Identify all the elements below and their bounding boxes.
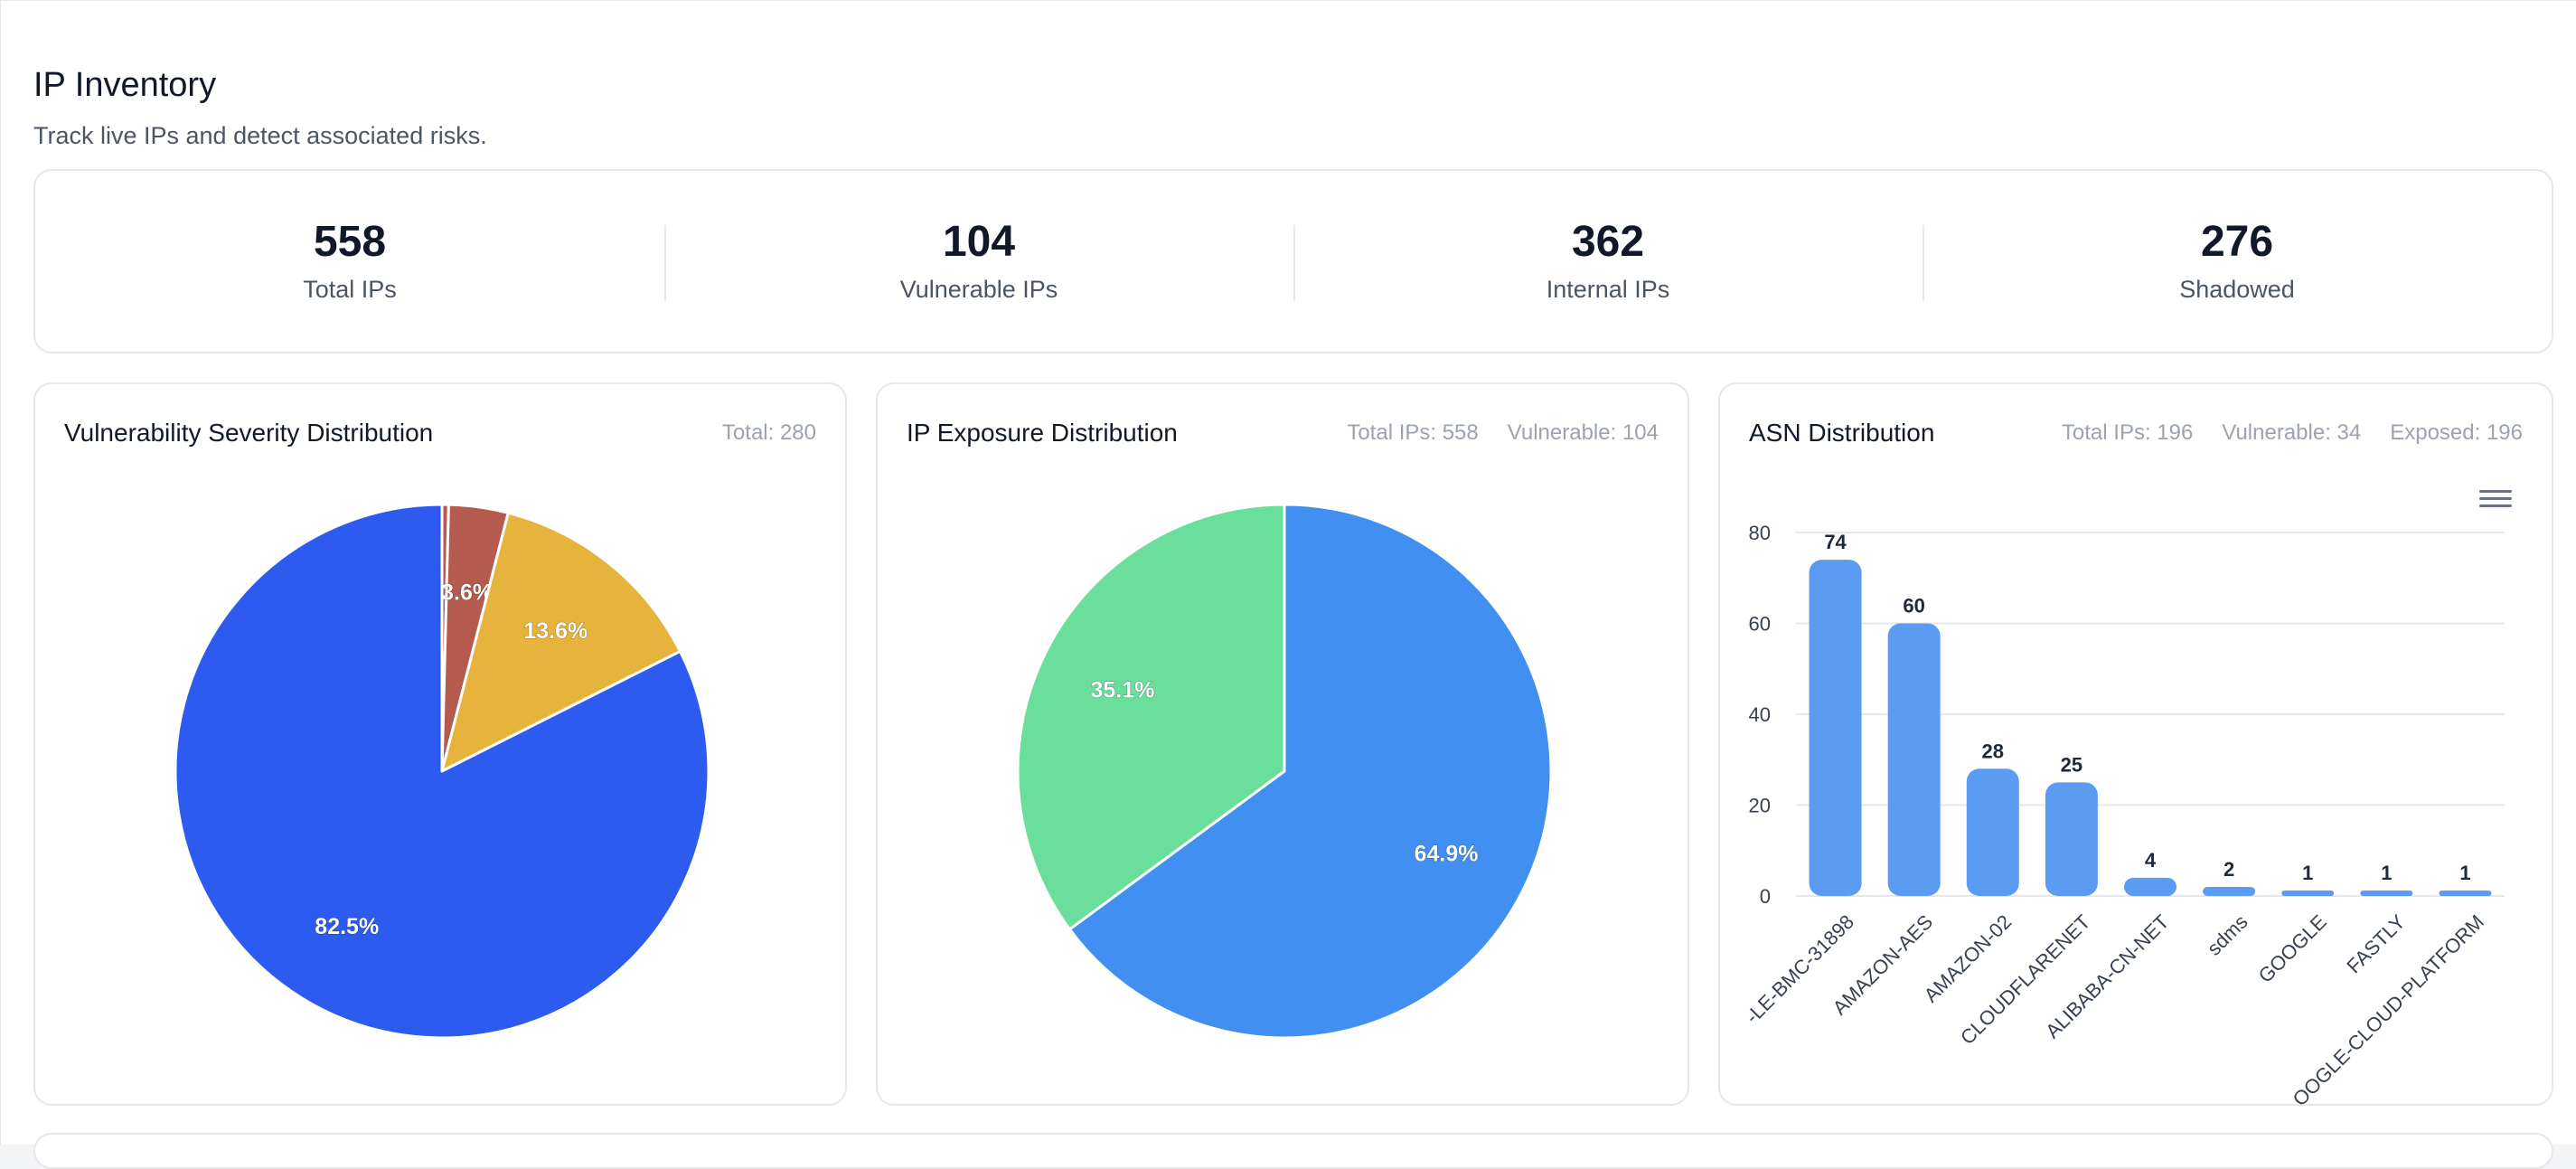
bar[interactable] (2439, 891, 2492, 896)
bar-value-label: 1 (2381, 862, 2392, 884)
stat-total-ips: 558 Total IPs (35, 171, 664, 352)
stats-panel: 558 Total IPs 104 Vulnerable IPs 362 Int… (33, 169, 2553, 354)
x-tick-label: sdms (2203, 910, 2252, 960)
bar[interactable] (1887, 623, 1941, 897)
page-subtitle: Track live IPs and detect associated ris… (33, 122, 487, 149)
pie-label-1: 35.1% (1091, 677, 1155, 702)
card-title: ASN Distribution (1749, 419, 1935, 447)
bar[interactable] (1809, 560, 1862, 896)
bar-value-label: 1 (2302, 862, 2313, 884)
card-title: IP Exposure Distribution (907, 419, 1178, 447)
stat-value: 558 (313, 218, 387, 267)
bar-value-label: 1 (2459, 862, 2470, 884)
stat-shadowed: 276 Shadowed (1923, 171, 2552, 352)
bottom-card (33, 1133, 2553, 1169)
bar[interactable] (2045, 782, 2098, 896)
bar-value-label: 28 (1982, 740, 2004, 762)
y-tick-label: 80 (1749, 522, 1771, 544)
meta-vulnerable: Vulnerable: 104 (1507, 420, 1659, 445)
exposure-pie-chart: 64.9% 35.1% (1016, 503, 1553, 1040)
severity-pie-chart: 3.6%13.6%82.5% (174, 503, 710, 1040)
pie-label-3: 82.5% (315, 914, 379, 939)
bar-value-label: 25 (2061, 753, 2082, 776)
stat-value: 362 (1571, 218, 1645, 267)
meta-total-ips: Total IPs: 196 (2061, 420, 2194, 445)
stat-value: 276 (2200, 218, 2274, 267)
stat-label: Total IPs (303, 275, 397, 303)
stat-value: 104 (942, 218, 1016, 267)
bar[interactable] (1966, 768, 2019, 896)
asn-card: ASN Distribution Total IPs: 196 Vulnerab… (1718, 382, 2553, 1108)
pie-slice-0[interactable] (1067, 503, 1553, 1040)
pie-slice-2[interactable] (440, 511, 682, 773)
bar-value-label: 74 (1824, 531, 1847, 553)
stat-label: Vulnerable IPs (899, 275, 1058, 303)
bar[interactable] (2124, 877, 2176, 896)
bar-value-label: 60 (1903, 595, 1924, 617)
stat-label: Shadowed (2179, 275, 2295, 303)
x-tick-label: CLOUDFLARENET (1956, 910, 2094, 1049)
stat-vulnerable-ips: 104 Vulnerable IPs (664, 171, 1293, 352)
card-meta: Total IPs: 196 Vulnerable: 34 Exposed: 1… (2062, 420, 2523, 446)
y-tick-label: 20 (1749, 795, 1771, 817)
bar-value-label: 2 (2223, 858, 2234, 881)
meta-vulnerable: Vulnerable: 34 (2222, 420, 2362, 445)
severity-card: Vulnerability Severity Distribution Tota… (33, 382, 847, 1106)
card-title: Vulnerability Severity Distribution (64, 419, 434, 447)
exposure-card: IP Exposure Distribution Total IPs: 558 … (876, 382, 1689, 1106)
pie-slice-1[interactable] (1016, 503, 1286, 931)
pie-slice-3[interactable] (174, 503, 710, 1040)
stat-internal-ips: 362 Internal IPs (1293, 171, 1923, 352)
card-meta: Total: 280 (722, 420, 816, 446)
card-meta: Total IPs: 558 Vulnerable: 104 (1347, 420, 1659, 446)
hamburger-menu-icon[interactable] (2479, 486, 2512, 513)
pie-label-2: 13.6% (523, 618, 588, 644)
y-tick-label: 40 (1749, 703, 1771, 726)
page-title: IP Inventory (33, 66, 217, 104)
bar-value-label: 4 (2145, 849, 2157, 872)
x-tick-label: GOOGLE (2254, 910, 2331, 987)
stat-label: Internal IPs (1546, 275, 1670, 303)
meta-total: Total: 280 (721, 420, 816, 445)
bar[interactable] (2281, 891, 2335, 896)
meta-exposed: Exposed: 196 (2390, 420, 2523, 445)
bar[interactable] (2360, 891, 2413, 896)
x-tick-label: FASTLY (2342, 910, 2410, 978)
meta-total-ips: Total IPs: 558 (1347, 420, 1479, 445)
pie-label-0: 64.9% (1415, 842, 1479, 867)
y-tick-label: 0 (1760, 885, 1771, 908)
y-tick-label: 60 (1749, 613, 1771, 636)
bar[interactable] (2203, 886, 2256, 896)
